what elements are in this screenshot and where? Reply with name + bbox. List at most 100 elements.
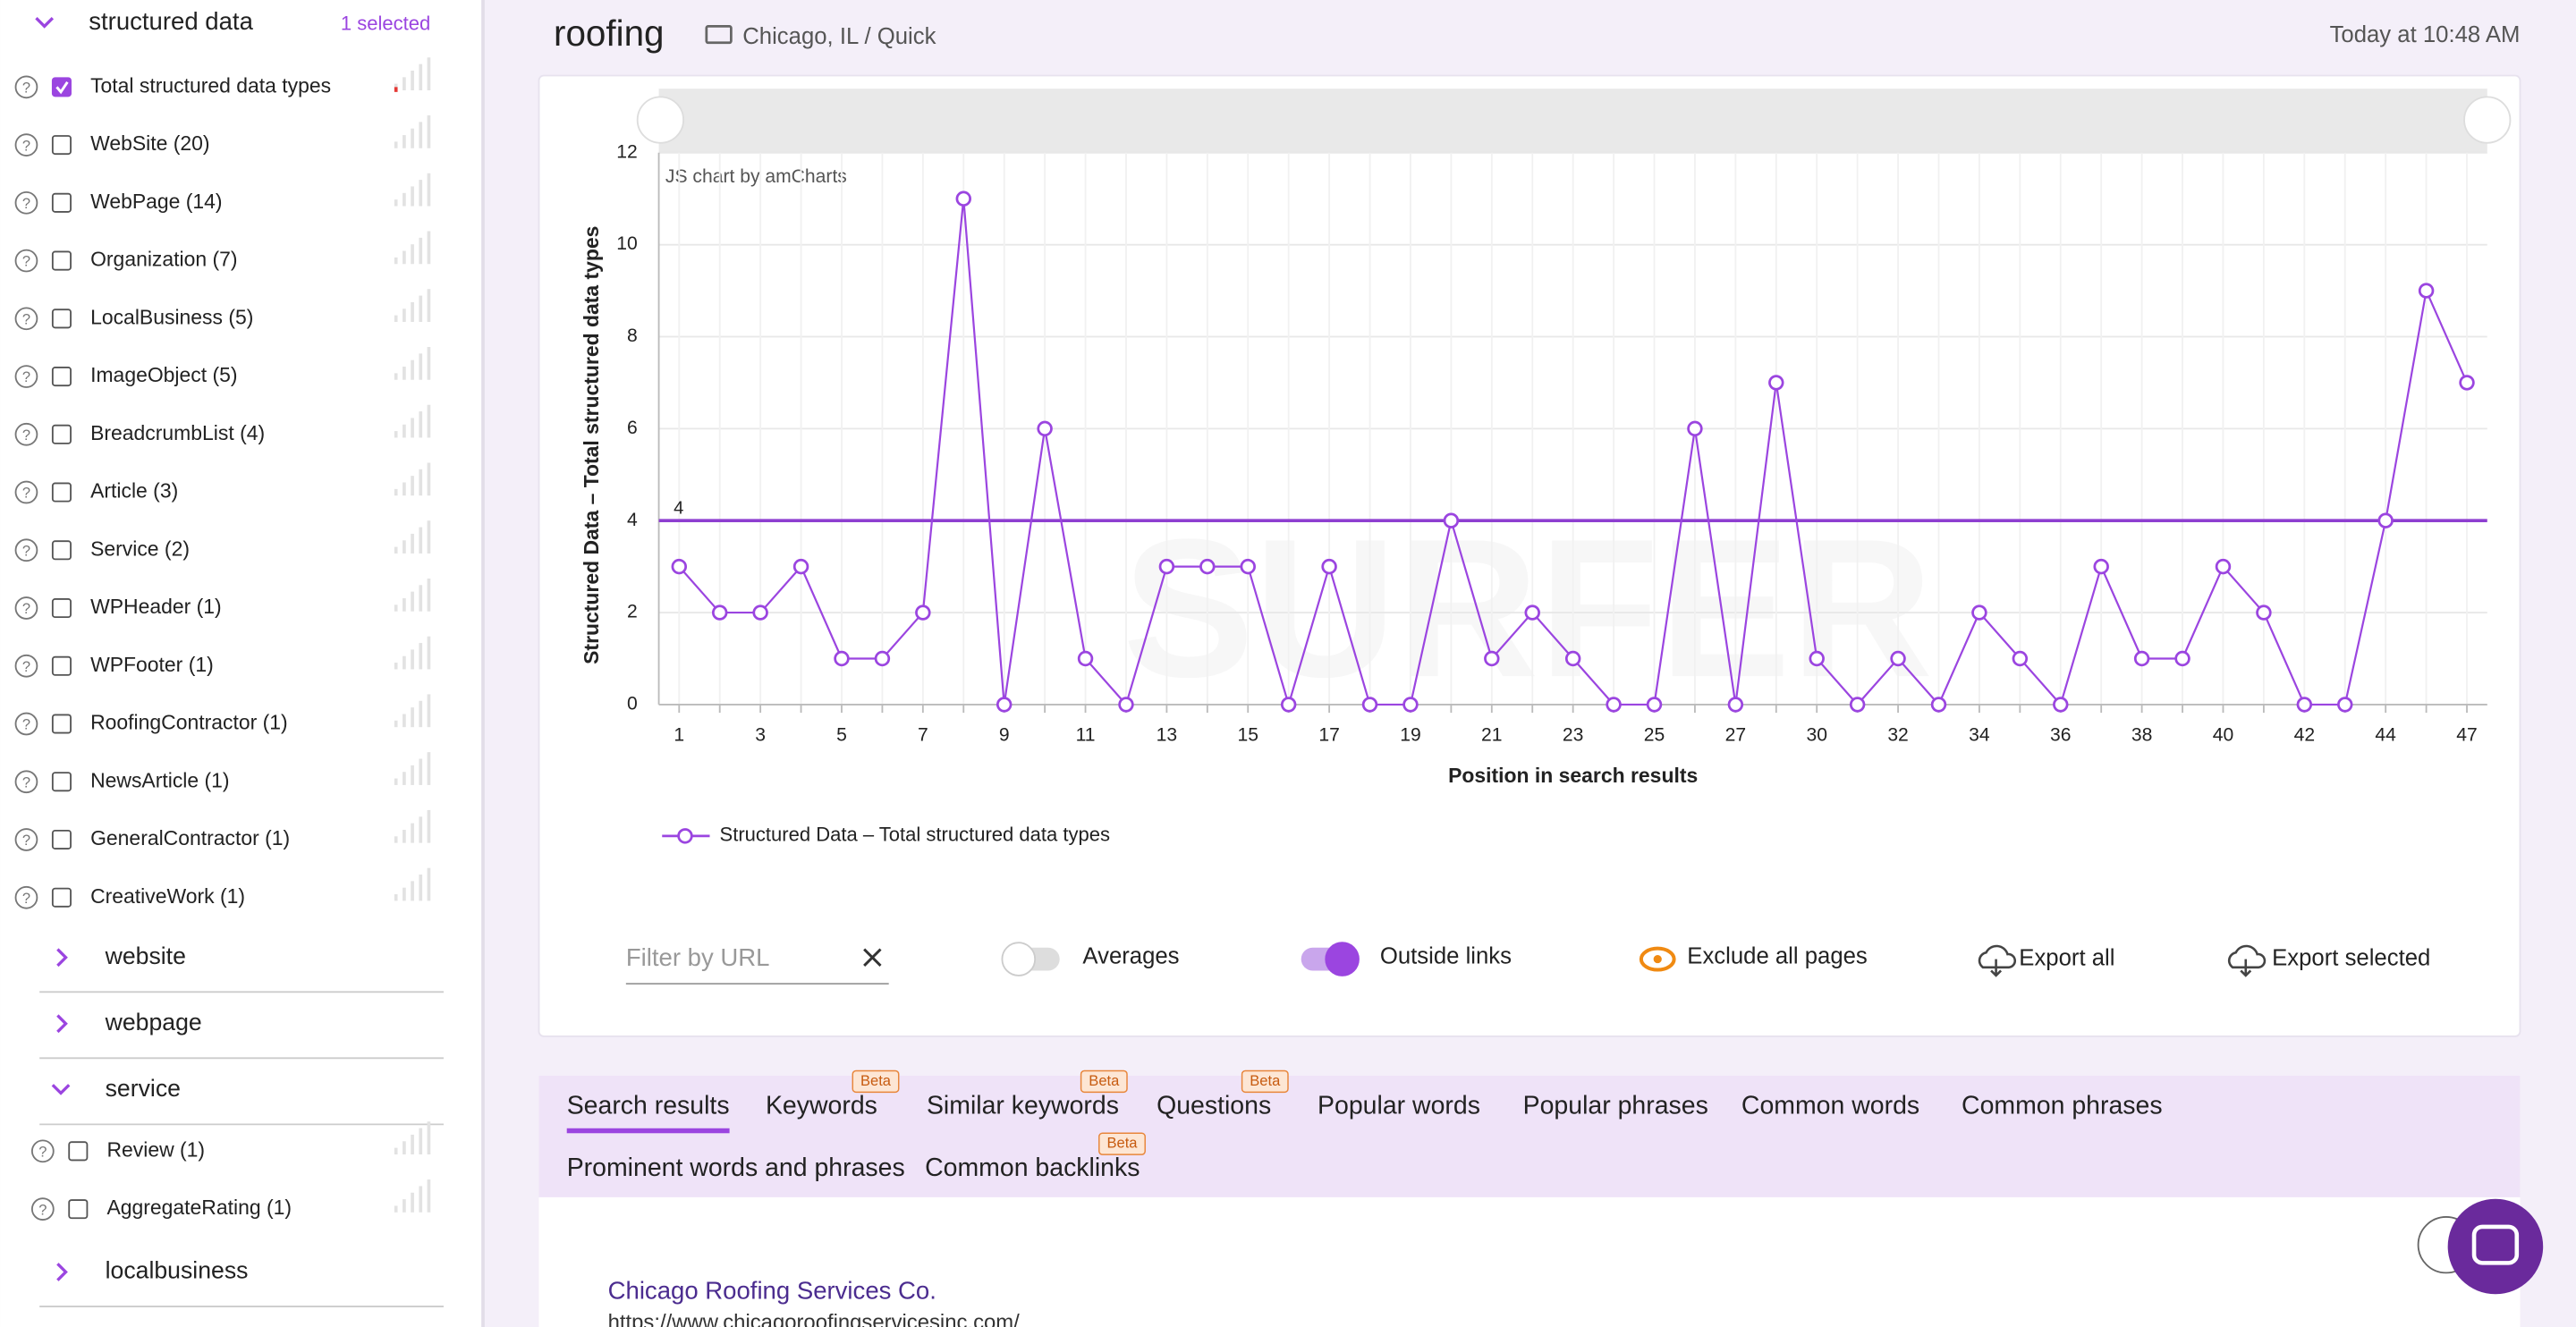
data-point[interactable] [915,604,931,621]
item-label[interactable]: Article (3) [90,479,178,503]
item-label[interactable]: RoofingContractor (1) [90,711,288,734]
data-point[interactable] [996,697,1013,713]
item-label[interactable]: CreativeWork (1) [90,884,245,908]
help-icon[interactable] [14,654,38,678]
toggle-label[interactable]: Outside links [1380,944,1512,969]
checkbox[interactable] [68,1199,89,1220]
checkbox[interactable] [51,772,72,792]
data-point[interactable] [1199,558,1216,575]
data-point[interactable] [874,650,891,667]
checkbox[interactable] [51,540,72,561]
item-label[interactable]: WPHeader (1) [90,595,222,618]
data-point[interactable] [1240,558,1256,575]
data-point[interactable] [1768,375,1784,391]
help-icon[interactable] [14,770,38,794]
data-point[interactable] [1890,650,1906,667]
data-point[interactable] [955,190,971,207]
help-icon[interactable] [14,480,38,504]
help-icon[interactable] [14,828,38,851]
help-icon[interactable] [30,1139,55,1163]
item-label[interactable]: Service (2) [90,537,190,560]
help-icon[interactable] [14,365,38,388]
data-point[interactable] [2012,650,2029,667]
export-all-button[interactable]: Export all [2019,945,2114,970]
data-point[interactable] [752,604,768,621]
tab[interactable]: Keywords [766,1091,877,1120]
data-point[interactable] [2215,558,2232,575]
item-label[interactable]: WPFooter (1) [90,653,214,676]
data-point[interactable] [834,650,850,667]
help-icon[interactable] [14,75,38,99]
legend-label[interactable]: Structured Data – Total structured data … [720,824,1110,846]
url-filter[interactable]: Filter by URL [626,943,770,971]
tab[interactable]: Questions [1157,1091,1271,1120]
collapse-chevron[interactable] [35,17,55,29]
export-selected-button[interactable]: Export selected [2272,945,2430,970]
checkbox[interactable] [51,367,72,387]
data-point[interactable] [1321,558,1337,575]
data-point[interactable] [1402,697,1419,713]
data-point[interactable] [2053,697,2069,713]
data-point[interactable] [2296,697,2313,713]
help-icon[interactable] [14,885,38,909]
checkbox[interactable] [51,424,72,444]
tab[interactable]: Similar keywords [927,1091,1119,1120]
item-label[interactable]: GeneralContractor (1) [90,826,290,849]
data-point[interactable] [1971,604,1987,621]
help-icon[interactable] [14,596,38,620]
help-icon[interactable] [14,190,38,215]
tab[interactable]: Common words [1741,1091,1919,1120]
checkbox[interactable] [51,482,72,503]
checkbox[interactable] [51,829,72,849]
data-point[interactable] [1118,697,1134,713]
section-chevron[interactable] [56,1263,68,1281]
tab[interactable]: Popular phrases [1523,1091,1708,1120]
data-point[interactable] [2418,283,2435,299]
data-point[interactable] [1361,697,1378,713]
data-point[interactable] [1280,697,1297,713]
checkbox[interactable] [51,887,72,908]
chart-scrollbar[interactable] [658,89,2487,153]
tab[interactable]: Common backlinks [925,1154,1140,1182]
checkbox[interactable] [51,309,72,329]
data-point[interactable] [1443,512,1460,528]
data-point[interactable] [2133,650,2150,667]
data-point[interactable] [1077,650,1094,667]
help-icon[interactable] [14,133,38,156]
help-icon[interactable] [14,712,38,736]
checkbox[interactable] [51,192,72,213]
result-title[interactable]: Chicago Roofing Services Co. [608,1277,936,1305]
tab[interactable]: Popular words [1318,1091,1480,1120]
result-url[interactable]: https://www.chicagoroofingservicesinc.co… [608,1311,1021,1327]
data-point[interactable] [1037,420,1053,437]
section-title[interactable]: service [106,1075,181,1102]
item-label[interactable]: WebPage (14) [90,190,222,213]
data-point[interactable] [1606,697,1622,713]
data-point[interactable] [2093,558,2109,575]
help-icon[interactable] [14,307,38,331]
item-label[interactable]: ImageObject (5) [90,363,237,386]
data-point[interactable] [2459,375,2475,391]
data-point[interactable] [1687,420,1703,437]
item-label[interactable]: Organization (7) [90,248,237,271]
section-title[interactable]: localbusiness [106,1257,249,1284]
data-point[interactable] [2337,697,2353,713]
data-point[interactable] [1646,697,1663,713]
checkbox[interactable] [68,1141,89,1162]
checkbox[interactable] [51,655,72,676]
tab[interactable]: Prominent words and phrases [567,1154,905,1182]
section-chevron[interactable] [56,948,68,968]
checkbox[interactable] [51,714,72,734]
data-point[interactable] [1809,650,1825,667]
item-label[interactable]: BreadcrumbList (4) [90,421,265,444]
data-point[interactable] [2256,604,2272,621]
chat-button[interactable] [2447,1198,2544,1295]
section-chevron[interactable] [56,1014,68,1034]
section-chevron[interactable] [51,1084,71,1095]
exclude-button[interactable]: Exclude all pages [1687,944,1867,969]
data-point[interactable] [1564,650,1581,667]
data-point[interactable] [1484,650,1500,667]
checkbox[interactable] [51,250,72,271]
checkbox[interactable] [51,77,72,97]
help-icon[interactable] [30,1197,55,1221]
